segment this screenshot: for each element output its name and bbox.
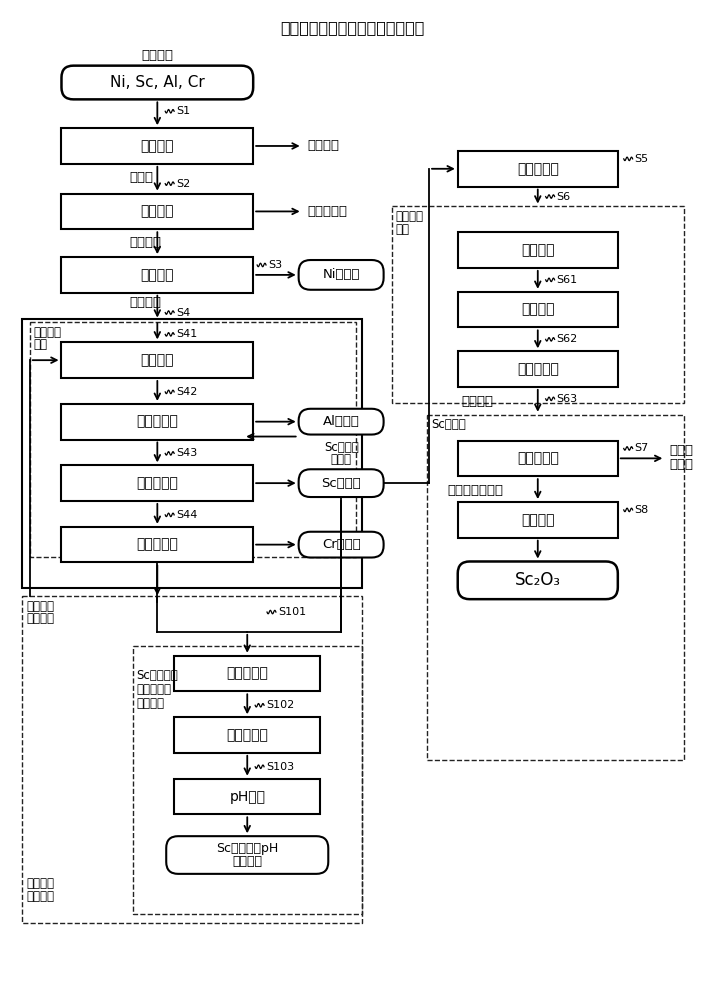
- Text: 冲洗工序: 冲洗工序: [521, 303, 555, 317]
- Text: 萃取工序: 萃取工序: [521, 243, 555, 257]
- Text: S102: S102: [266, 700, 294, 710]
- Text: S101: S101: [278, 607, 306, 617]
- FancyBboxPatch shape: [458, 502, 618, 538]
- Text: S63: S63: [557, 394, 578, 404]
- Text: Sc洗脱液的pH: Sc洗脱液的pH: [216, 842, 278, 855]
- Text: 工序: 工序: [396, 223, 410, 236]
- FancyBboxPatch shape: [458, 440, 618, 476]
- Text: 中和沉淀物: 中和沉淀物: [308, 205, 348, 218]
- FancyBboxPatch shape: [174, 779, 320, 814]
- Text: Sc洗脱液在: Sc洗脱液在: [137, 669, 178, 682]
- FancyBboxPatch shape: [458, 232, 618, 268]
- Text: 螯合树脂: 螯合树脂: [26, 877, 54, 890]
- Text: 螯合树脂: 螯合树脂: [26, 600, 54, 613]
- Text: S44: S44: [176, 510, 198, 520]
- FancyBboxPatch shape: [166, 836, 328, 874]
- Text: S4: S4: [176, 308, 190, 318]
- Text: Al洗脱液: Al洗脱液: [322, 415, 360, 428]
- FancyBboxPatch shape: [61, 527, 253, 562]
- Text: 工序: 工序: [34, 338, 48, 351]
- FancyBboxPatch shape: [174, 656, 320, 691]
- FancyBboxPatch shape: [458, 151, 618, 187]
- Text: 浸出工序: 浸出工序: [141, 139, 174, 153]
- Text: 和后液: 和后液: [670, 458, 693, 471]
- Text: 浸出液: 浸出液: [130, 171, 153, 184]
- Text: 添加还原剂: 添加还原剂: [226, 728, 268, 742]
- Text: 的再吸附: 的再吸附: [137, 697, 165, 710]
- Text: 离子交换: 离子交换: [34, 326, 62, 339]
- Text: 中和工序: 中和工序: [141, 204, 174, 218]
- FancyBboxPatch shape: [61, 342, 253, 378]
- Text: 硫化后液: 硫化后液: [130, 296, 162, 309]
- FancyBboxPatch shape: [298, 469, 384, 497]
- Text: 第二中: 第二中: [670, 444, 693, 457]
- Text: 反萃取液: 反萃取液: [462, 395, 494, 408]
- FancyBboxPatch shape: [458, 351, 618, 387]
- Text: 的精制: 的精制: [331, 453, 351, 466]
- Text: 钪洗脱工序: 钪洗脱工序: [137, 476, 178, 490]
- Text: 草酸化工序: 草酸化工序: [517, 162, 559, 176]
- Text: Sc的回收: Sc的回收: [431, 418, 466, 431]
- Text: 第二中和沉淀物: 第二中和沉淀物: [448, 484, 504, 497]
- Text: S43: S43: [176, 448, 197, 458]
- Text: Ni, Sc, Al, Cr: Ni, Sc, Al, Cr: [110, 75, 205, 90]
- FancyBboxPatch shape: [61, 465, 253, 501]
- Text: S3: S3: [268, 260, 282, 270]
- Text: 吸附工序: 吸附工序: [141, 353, 174, 367]
- Text: pH调节: pH调节: [230, 790, 265, 804]
- Text: 硫化工序: 硫化工序: [141, 268, 174, 282]
- Text: S8: S8: [634, 505, 649, 515]
- Text: Sc洗脱液: Sc洗脱液: [324, 441, 358, 454]
- Text: 铝去除工序: 铝去除工序: [137, 415, 178, 429]
- Text: 浸出残渣: 浸出残渣: [308, 139, 339, 152]
- Text: S62: S62: [557, 334, 578, 344]
- Text: 氧化镍矿: 氧化镍矿: [142, 49, 173, 62]
- Text: 螯合树脂上: 螯合树脂上: [137, 683, 172, 696]
- Text: S1: S1: [176, 106, 190, 116]
- Text: Sc洗脱液: Sc洗脱液: [321, 477, 361, 490]
- Text: 焙烧工序: 焙烧工序: [521, 513, 555, 527]
- FancyBboxPatch shape: [298, 260, 384, 290]
- FancyBboxPatch shape: [61, 128, 253, 164]
- Text: Cr洗脱液: Cr洗脱液: [322, 538, 360, 551]
- Text: 添加中和剂: 添加中和剂: [226, 667, 268, 681]
- FancyBboxPatch shape: [61, 194, 253, 229]
- Text: S103: S103: [266, 762, 294, 772]
- Text: 调节后液: 调节后液: [232, 855, 263, 868]
- FancyBboxPatch shape: [174, 717, 320, 753]
- Text: （本发明的钪回收方法的流程图）: （本发明的钪回收方法的流程图）: [279, 20, 425, 35]
- Text: S5: S5: [634, 154, 649, 164]
- Text: 溶剂萃取: 溶剂萃取: [396, 210, 424, 223]
- FancyBboxPatch shape: [298, 409, 384, 435]
- Text: S42: S42: [176, 387, 198, 397]
- FancyBboxPatch shape: [61, 66, 253, 99]
- FancyBboxPatch shape: [61, 404, 253, 440]
- Text: S61: S61: [557, 275, 578, 285]
- Text: S2: S2: [176, 179, 190, 189]
- Text: 中和后液: 中和后液: [130, 236, 162, 249]
- FancyBboxPatch shape: [61, 257, 253, 293]
- Text: 反萃取工序: 反萃取工序: [517, 362, 559, 376]
- Text: S6: S6: [557, 192, 571, 202]
- Text: 的再吸附: 的再吸附: [26, 890, 54, 903]
- Text: Sc₂O₃: Sc₂O₃: [515, 571, 561, 589]
- FancyBboxPatch shape: [298, 532, 384, 558]
- Text: 钪沉淀工序: 钪沉淀工序: [517, 451, 559, 465]
- FancyBboxPatch shape: [458, 561, 618, 599]
- Text: S7: S7: [634, 443, 649, 453]
- FancyBboxPatch shape: [458, 292, 618, 327]
- Text: 的再利用: 的再利用: [26, 612, 54, 626]
- Text: Ni硫化物: Ni硫化物: [322, 268, 360, 281]
- Text: S41: S41: [176, 329, 197, 339]
- Text: 铬去除工序: 铬去除工序: [137, 538, 178, 552]
